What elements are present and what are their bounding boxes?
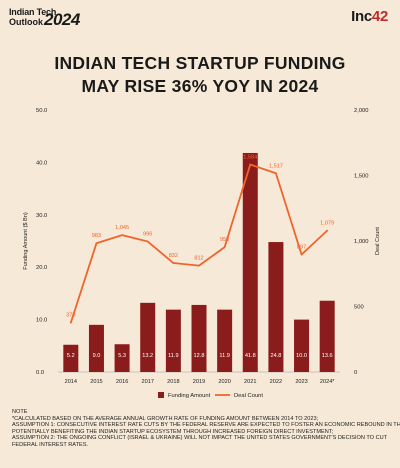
logo-line1: Indian Tech — [9, 7, 57, 17]
x-tick-label: 2016 — [116, 379, 128, 385]
x-tick-label: 2014 — [65, 379, 77, 385]
y-tick-label: 40.0 — [36, 160, 47, 166]
note-line-5: FEDERAL INTEREST RATES. — [12, 441, 89, 448]
y-tick-label: 30.0 — [36, 213, 47, 219]
x-tick-label: 2019 — [193, 379, 205, 385]
bar-value-label: 41.8 — [245, 353, 256, 359]
bar-funding-2014 — [63, 344, 79, 372]
deal-count-label: 1,517 — [269, 163, 283, 169]
deal-count-point-2014 — [69, 321, 72, 324]
note-line-3: POTENTIALLY BENEFITING THE INDIAN STARTU… — [12, 428, 334, 435]
bar-funding-2018 — [165, 309, 181, 372]
deal-count-point-2021 — [249, 163, 252, 166]
bar-value-label: 11.9 — [219, 353, 229, 359]
deal-count-label: 953 — [220, 237, 229, 243]
deal-count-point-2018 — [172, 262, 175, 264]
bar-funding-2023 — [294, 319, 310, 372]
x-tick-label: 2021 — [244, 379, 256, 385]
note-line-2: ASSUMPTION 1: CONSECUTIVE INTEREST RATE … — [12, 422, 400, 429]
logo-line2: Outlook — [9, 17, 43, 27]
deal-count-point-2016 — [121, 234, 123, 237]
x-tick-label: 2015 — [90, 379, 102, 385]
deal-count-point-2017 — [146, 240, 149, 243]
bar-funding-2020 — [217, 309, 233, 372]
y-axis-label: Funding Amount ($ Bn) — [23, 212, 29, 270]
deal-count-point-2019 — [198, 264, 200, 267]
legend-swatch-funding — [158, 392, 164, 398]
bar-value-label: 13.2 — [142, 353, 153, 359]
bar-value-label: 10.0 — [296, 353, 307, 359]
brand-text: Inc — [351, 8, 372, 25]
bar-value-label: 9.0 — [93, 353, 101, 359]
inc42-logo: Inc42 — [351, 8, 388, 26]
deal-count-point-2020 — [223, 246, 226, 249]
legend-label-funding: Funding Amount — [168, 393, 211, 399]
x-tick-label: 2018 — [167, 379, 179, 385]
bar-funding-2024* — [319, 300, 335, 372]
bar-value-label: 13.6 — [322, 353, 333, 359]
x-tick-label: 2020 — [218, 379, 230, 385]
deal-count-line — [69, 163, 328, 324]
bar-funding-2019 — [191, 304, 207, 372]
deal-count-label: 1,045 — [115, 225, 129, 231]
bar-value-label: 24.8 — [270, 353, 281, 359]
footnote: NOTE *CALCULATED BASED ON THE AVERAGE AN… — [12, 409, 400, 449]
indian-tech-outlook-logo: Indian Tech Outlook 2024 — [9, 7, 80, 37]
bar-funding-2017 — [140, 302, 156, 372]
brand-number: 42 — [371, 8, 388, 25]
x-tick-label: 2023 — [295, 379, 307, 385]
y-tick-label: 20.0 — [36, 265, 47, 271]
x-tick-label: 2022 — [270, 379, 282, 385]
note-line-4: ASSUMPTION 2: THE ONGOING CONFLICT (ISRA… — [12, 435, 388, 442]
bar-value-label: 11.9 — [168, 353, 178, 359]
chart-title-line2: MAY RISE 36% YOY IN 2024 — [81, 76, 319, 96]
legend-label-deal: Deal Count — [234, 393, 263, 399]
deal-count-point-2015 — [95, 242, 98, 245]
deal-count-label: 996 — [143, 232, 152, 238]
y2-tick-label: 2,000 — [354, 108, 369, 114]
x-tick-label: 2017 — [142, 379, 154, 385]
y2-tick-label: 1,000 — [354, 239, 369, 245]
note-line-1: *CALCULATED BASED ON THE AVERAGE ANNUAL … — [12, 415, 319, 422]
y2-tick-label: 1,500 — [354, 174, 369, 180]
y-tick-label: 50.0 — [36, 108, 47, 114]
deal-count-point-2024* — [326, 229, 329, 232]
deal-count-label: 1,079 — [320, 221, 334, 227]
bar-funding-2021 — [242, 152, 258, 372]
bar-value-label: 5.3 — [118, 353, 126, 359]
deal-count-label: 983 — [92, 233, 101, 239]
note-heading: NOTE — [12, 409, 28, 415]
chart-title-line1: INDIAN TECH STARTUP FUNDING — [54, 53, 346, 73]
deal-count-point-2022 — [275, 172, 277, 175]
bar-value-label: 5.2 — [67, 353, 75, 359]
x-tick-label: 2024* — [320, 379, 335, 385]
y2-axis-label: Deal Count — [375, 227, 381, 255]
deal-count-label: 832 — [169, 253, 178, 259]
deal-count-point-2023 — [300, 253, 303, 256]
y-tick-label: 10.0 — [36, 318, 47, 324]
y2-tick-label: 0 — [354, 370, 357, 376]
bar-funding-2016 — [114, 344, 130, 372]
y2-tick-label: 500 — [354, 305, 364, 311]
deal-count-label: 897 — [297, 244, 306, 250]
deal-count-label: 376 — [66, 313, 75, 319]
deal-count-label: 812 — [194, 256, 203, 262]
bar-value-label: 12.8 — [194, 353, 205, 359]
bar-funding-2022 — [268, 242, 284, 372]
deal-count-label: 1,584 — [243, 154, 257, 160]
logo-year: 2024 — [44, 10, 80, 29]
y-tick-label: 0.0 — [36, 370, 44, 376]
bar-funding-2015 — [88, 324, 104, 372]
